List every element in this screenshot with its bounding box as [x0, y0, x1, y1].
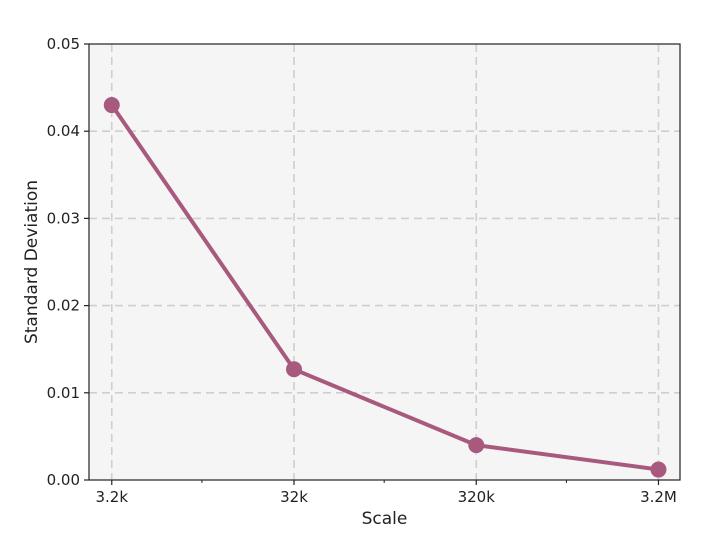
plot-frame	[88, 43, 681, 481]
x-tick-label: 32k	[280, 488, 308, 506]
x-tick-label: 320k	[458, 488, 496, 506]
y-tick-label: 0.04	[47, 122, 80, 140]
grid	[89, 44, 680, 480]
y-axis-label: Standard Deviation	[22, 180, 42, 344]
data-point	[103, 97, 120, 114]
y-tick-label: 0.03	[47, 209, 80, 227]
x-tick-label: 3.2k	[95, 488, 128, 506]
x-axis: 3.2k 32k 320k 3.2M	[95, 480, 677, 506]
y-tick-label: 0.01	[47, 384, 80, 402]
data-point	[650, 461, 667, 478]
x-axis-label: Scale	[362, 509, 408, 529]
series-line	[109, 103, 661, 472]
data-point	[468, 437, 485, 454]
series-layer	[103, 97, 667, 478]
y-tick-label: 0.02	[47, 297, 80, 315]
y-axis: 0.00 0.01 0.02 0.03 0.04 0.05	[47, 35, 89, 489]
data-point	[286, 361, 303, 378]
y-tick-label: 0.00	[47, 471, 80, 489]
y-tick-label: 0.05	[47, 35, 80, 53]
x-tick-label: 3.2M	[640, 488, 677, 506]
plot-area	[89, 44, 680, 480]
